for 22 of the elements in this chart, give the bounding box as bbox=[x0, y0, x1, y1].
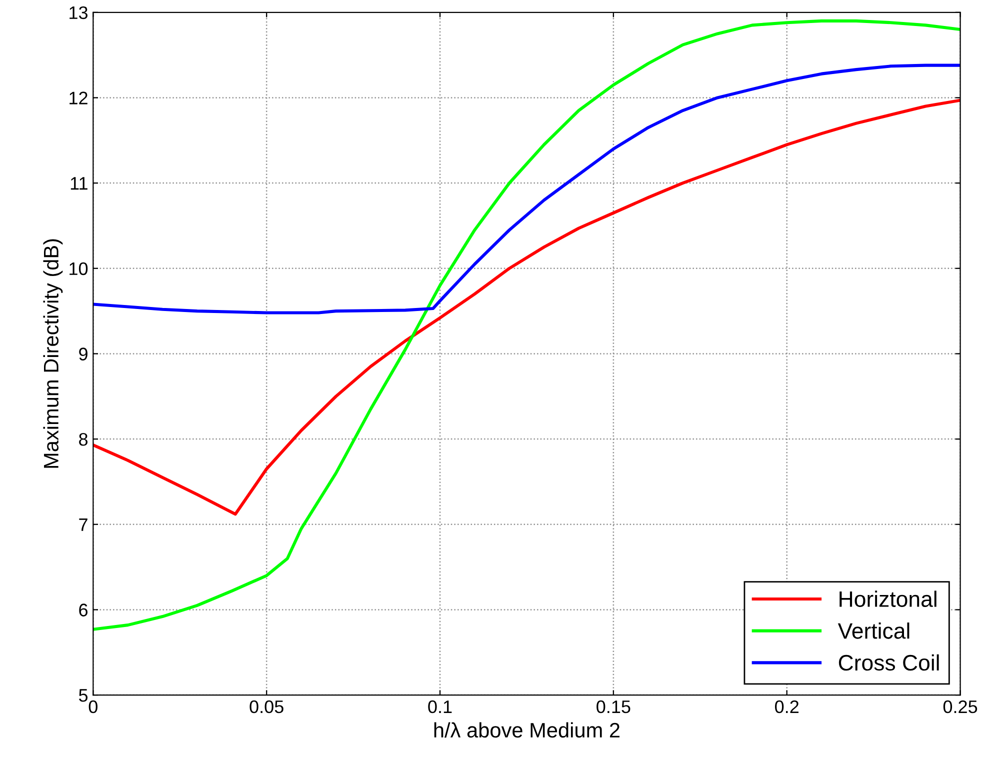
x-axis-title: h/λ above Medium 2 bbox=[434, 722, 620, 738]
y-tick-label: 10 bbox=[70, 262, 88, 276]
y-axis-title: Maximum Directivity (dB) bbox=[43, 239, 63, 468]
y-tick-label: 9 bbox=[79, 348, 88, 360]
x-tick-label: 0.05 bbox=[250, 700, 284, 714]
line-series bbox=[93, 98, 960, 516]
x-tick-label: 0.25 bbox=[943, 700, 978, 714]
y-tick-label: 5 bbox=[78, 689, 88, 702]
x-tick-label: 0.1 bbox=[428, 700, 452, 714]
line-series bbox=[93, 64, 960, 314]
legend-label: Horiztonal bbox=[840, 590, 936, 608]
legend-label: Cross Coil bbox=[838, 654, 939, 671]
y-tick-label: 12 bbox=[70, 92, 88, 104]
x-tick-label: 0 bbox=[88, 700, 98, 714]
x-tick-label: 0.2 bbox=[775, 700, 798, 714]
y-tick-label: 7 bbox=[79, 518, 88, 531]
y-tick-label: 13 bbox=[70, 6, 88, 20]
y-tick-label: 8 bbox=[79, 432, 88, 446]
x-tick-label: 0.15 bbox=[596, 700, 630, 714]
legend-label: Vertical bbox=[838, 622, 910, 639]
y-tick-label: 11 bbox=[70, 177, 88, 190]
y-tick-label: 6 bbox=[79, 604, 88, 616]
